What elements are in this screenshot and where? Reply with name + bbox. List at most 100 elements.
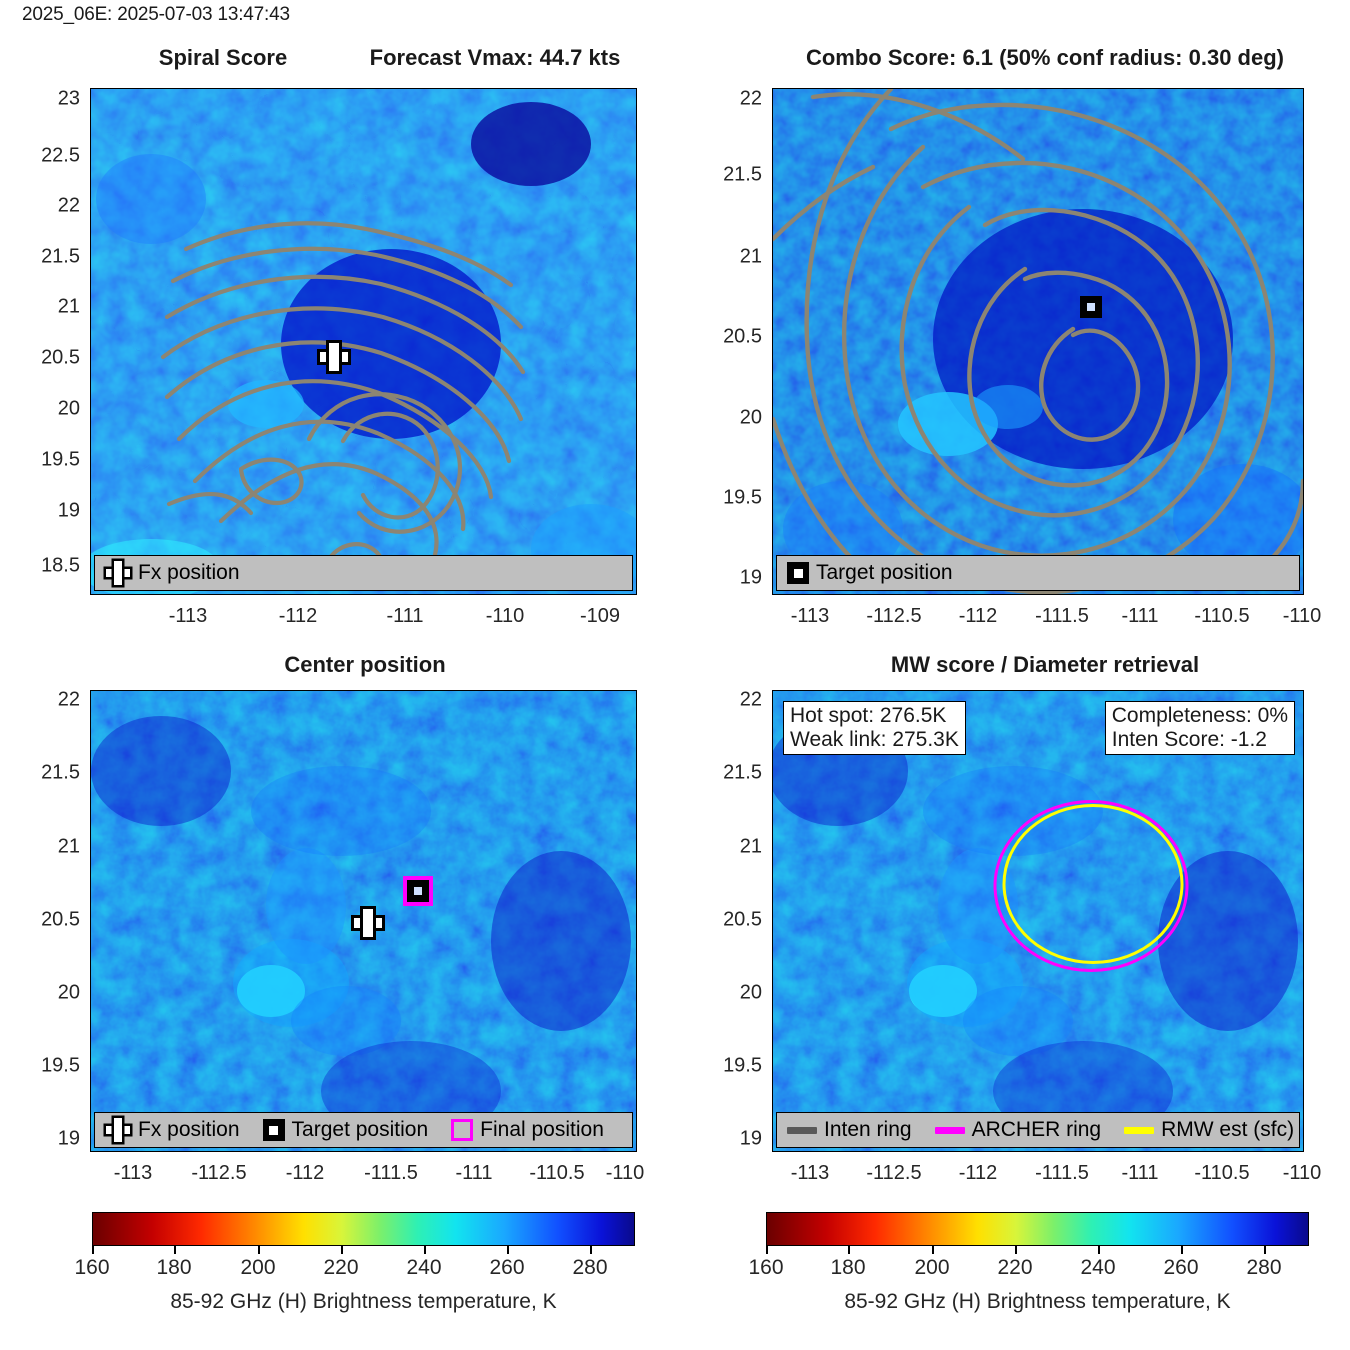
colorbar-tick (92, 1246, 94, 1254)
ytick: 19.5 (41, 448, 80, 471)
ytick: 21.5 (41, 245, 80, 268)
colorbar-label: 180 (830, 1256, 866, 1279)
legend-label: Target position (291, 1118, 429, 1141)
colorbar-tick (424, 1246, 426, 1254)
ytick: 19 (57, 1127, 80, 1150)
colorbar-tick (590, 1246, 592, 1254)
rmw-est-ring (1002, 804, 1184, 964)
ytick: 22.5 (41, 144, 80, 167)
spiral-score-title: Spiral Score (158, 45, 288, 70)
xtick: -112.5 (191, 1162, 247, 1184)
xtick: -110.5 (529, 1162, 585, 1184)
colorbar-caption: 85-92 GHz (H) Brightness temperature, K (170, 1290, 557, 1313)
legend-label: ARCHER ring (971, 1118, 1102, 1141)
center-legend: Fx position Target position Final positi… (94, 1112, 633, 1148)
ytick: 19 (57, 499, 80, 522)
colorbar-gradient (92, 1212, 635, 1246)
xtick: -110 (485, 605, 525, 627)
line-gray-icon (787, 1126, 817, 1134)
colorbar-tick (848, 1246, 850, 1254)
mw-legend: Inten ring ARCHER ring RMW est (sfc) (776, 1112, 1300, 1148)
ytick: 23 (57, 87, 80, 110)
xtick: -113 (790, 605, 830, 627)
fx-position-marker[interactable] (353, 908, 383, 938)
spiral-score-plot[interactable]: Fx position (90, 88, 637, 595)
line-yellow-icon (1124, 1126, 1155, 1134)
legend-entry-fx-position: Fx position (105, 560, 240, 586)
ytick: 18.5 (41, 554, 80, 577)
completeness-annotation: Completeness: 0% Inten Score: -1.2 (1104, 701, 1295, 756)
xtick: -111 (1121, 605, 1159, 627)
ytick: 20 (57, 981, 80, 1004)
center-position-title: Center position (284, 652, 446, 677)
legend-label: RMW est (sfc) (1161, 1118, 1295, 1141)
xtick: -113 (113, 1162, 153, 1184)
ytick: 20.5 (723, 908, 762, 931)
ytick: 22 (739, 87, 762, 110)
xtick: -111 (386, 605, 424, 627)
ytick: 19 (739, 1127, 762, 1150)
ytick: 22 (739, 688, 762, 711)
combo-score-plot[interactable]: Target position (772, 88, 1304, 595)
archer-ring (993, 800, 1189, 972)
legend-entry-fx-position: Fx position (105, 1117, 240, 1143)
colorbar-tick (766, 1246, 768, 1254)
target-square-icon (787, 562, 809, 584)
ytick: 21 (739, 245, 762, 268)
colorbar-label: 200 (914, 1256, 950, 1279)
center-position-plot[interactable]: Fx position Target position Final positi… (90, 690, 637, 1152)
legend-entry-final-position: Final position (451, 1118, 604, 1142)
spiral-raster (91, 89, 636, 594)
ytick: 19.5 (723, 486, 762, 509)
ytick: 20 (57, 397, 80, 420)
mw-score-title: MW score / Diameter retrieval (890, 652, 1200, 677)
xtick: -111.5 (364, 1162, 418, 1184)
legend-label: Target position (816, 561, 953, 584)
ytick: 22 (57, 688, 80, 711)
combo-score-title: Combo Score: 6.1 (50% conf radius: 0.30 … (805, 45, 1284, 70)
colorbar-tick (507, 1246, 509, 1254)
fx-position-marker[interactable] (319, 342, 349, 372)
xtick: -110 (1282, 1162, 1322, 1184)
colorbar-label: 260 (1163, 1256, 1199, 1279)
colorbar-tick (1098, 1246, 1100, 1254)
xtick: -110.5 (1194, 1162, 1250, 1184)
mw-score-plot[interactable]: Hot spot: 276.5K Weak link: 275.3K Compl… (772, 690, 1304, 1152)
timestamp-label: 2025_06E: 2025-07-03 13:47:43 (22, 4, 290, 25)
xtick: -112.5 (866, 605, 922, 627)
combo-contours (773, 89, 1303, 594)
xtick: -113 (168, 605, 208, 627)
colorbar-tick (1015, 1246, 1017, 1254)
colorbar-label: 260 (489, 1256, 525, 1279)
colorbar-label: 280 (1246, 1256, 1282, 1279)
target-position-marker[interactable] (1080, 296, 1102, 318)
weak-link-value: Weak link: 275.3K (790, 727, 959, 751)
xtick: -112 (278, 605, 318, 627)
xtick: -112.5 (866, 1162, 922, 1184)
ytick: 20 (739, 981, 762, 1004)
colorbar-label: 160 (748, 1256, 784, 1279)
ytick: 20.5 (723, 325, 762, 348)
inten-score-value: Inten Score: -1.2 (1111, 727, 1267, 751)
colorbar-label: 180 (156, 1256, 192, 1279)
legend-label: Fx position (138, 1118, 240, 1141)
colorbar-label: 220 (323, 1256, 359, 1279)
combo-legend: Target position (776, 555, 1300, 591)
ytick: 20 (739, 406, 762, 429)
legend-entry-inten-ring: Inten ring (787, 1118, 912, 1142)
xtick: -111 (455, 1162, 493, 1184)
xtick: -110.5 (1194, 605, 1250, 627)
colorbar-tick (1264, 1246, 1266, 1254)
ytick: 19.5 (723, 1054, 762, 1077)
target-square-icon (262, 1119, 285, 1141)
xtick: -111.5 (1035, 1162, 1089, 1184)
legend-label: Final position (480, 1118, 604, 1141)
colorbar-tick (932, 1246, 934, 1254)
combo-raster (773, 89, 1303, 594)
legend-label: Fx position (138, 561, 240, 584)
open-square-icon (451, 1119, 474, 1141)
final-position-marker[interactable] (407, 880, 429, 902)
ytick: 19 (739, 566, 762, 589)
ytick: 20.5 (41, 346, 80, 369)
ytick: 20.5 (41, 908, 80, 931)
